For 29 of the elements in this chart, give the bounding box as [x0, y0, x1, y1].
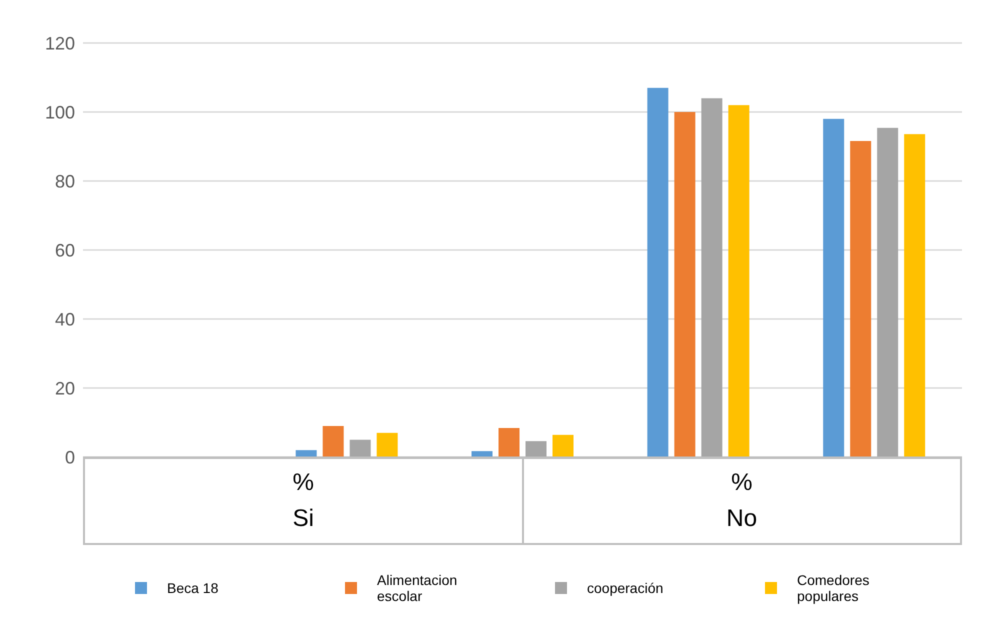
y-tick-label: 0	[64, 447, 75, 468]
bar	[526, 441, 547, 457]
bar	[350, 440, 371, 457]
bar	[498, 428, 520, 457]
legend-label: Alimentacion escolar	[377, 572, 458, 604]
bar	[728, 105, 750, 457]
bar	[647, 88, 668, 457]
text: % Si	[292, 468, 314, 534]
bar	[701, 98, 722, 457]
y-tick-label: 40	[54, 309, 75, 330]
legend-label: Beca 18	[167, 580, 220, 596]
text: % No	[726, 468, 758, 534]
bar	[376, 432, 398, 457]
legend-label: Comedores populares	[797, 572, 870, 604]
y-tick-label: 100	[44, 102, 75, 122]
y-tick-label: 20	[54, 378, 75, 398]
y-tick-label: 60	[54, 240, 75, 260]
bar	[904, 134, 926, 457]
legend-label: cooperación	[587, 580, 664, 596]
y-tick-label: 80	[54, 171, 75, 192]
bar	[322, 426, 344, 457]
bar	[472, 451, 493, 457]
bar	[552, 434, 574, 457]
y-tick-label: 120	[44, 33, 75, 54]
bar	[823, 118, 844, 457]
bar	[850, 140, 872, 457]
bar	[296, 450, 317, 457]
bar	[877, 128, 898, 457]
bar	[674, 112, 696, 457]
